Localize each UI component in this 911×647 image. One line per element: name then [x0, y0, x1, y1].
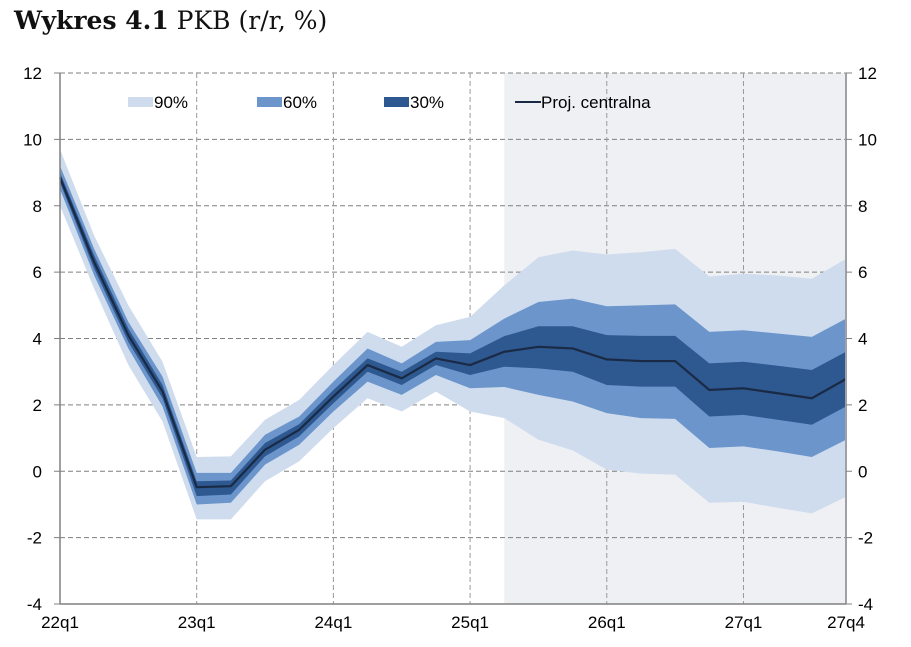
chart-title-number: Wykres 4.1 [14, 6, 169, 35]
x-tick-label: 27q1 [725, 613, 763, 632]
y-tick-label-right: 0 [858, 462, 867, 481]
y-tick-label-left: 2 [33, 396, 42, 415]
x-tick-label: 26q1 [588, 613, 626, 632]
central-line [58, 177, 847, 489]
y-tick-label-right: 4 [858, 330, 867, 349]
chart-title-text: PKB (r/r, %) [168, 6, 328, 35]
y-tick-label-left: -2 [27, 529, 42, 548]
x-tick-label: 24q1 [314, 613, 352, 632]
x-tick-label: 25q1 [451, 613, 489, 632]
x-tick-label: 27q4 [827, 613, 865, 632]
y-tick-label-right: 6 [858, 263, 867, 282]
y-tick-label-left: 8 [33, 197, 42, 216]
band-90 [60, 149, 846, 520]
y-tick-label-right: 8 [858, 197, 867, 216]
y-tick-label-left: -4 [27, 595, 42, 614]
legend-label: 60% [283, 93, 317, 112]
legend-label: Proj. centralna [541, 93, 651, 112]
legend-label: 90% [154, 93, 188, 112]
y-tick-label-left: 0 [33, 462, 42, 481]
y-tick-label-left: 4 [33, 330, 42, 349]
legend-swatch [384, 97, 409, 107]
legend-swatch [257, 97, 282, 107]
y-tick-label-left: 10 [23, 130, 42, 149]
y-tick-label-right: 2 [858, 396, 867, 415]
y-tick-label-right: -4 [858, 595, 873, 614]
band-60 [60, 165, 846, 505]
y-tick-label-right: 12 [858, 64, 877, 83]
y-tick-label-left: 6 [33, 263, 42, 282]
y-tick-label-right: 10 [858, 130, 877, 149]
y-tick-label-left: 12 [23, 64, 42, 83]
legend-label: 30% [410, 93, 444, 112]
y-tick-label-right: -2 [858, 529, 873, 548]
legend-swatch [128, 97, 153, 107]
x-tick-label: 23q1 [178, 613, 216, 632]
chart-title: Wykres 4.1 PKB (r/r, %) [14, 6, 327, 35]
x-tick-label: 22q1 [41, 613, 79, 632]
